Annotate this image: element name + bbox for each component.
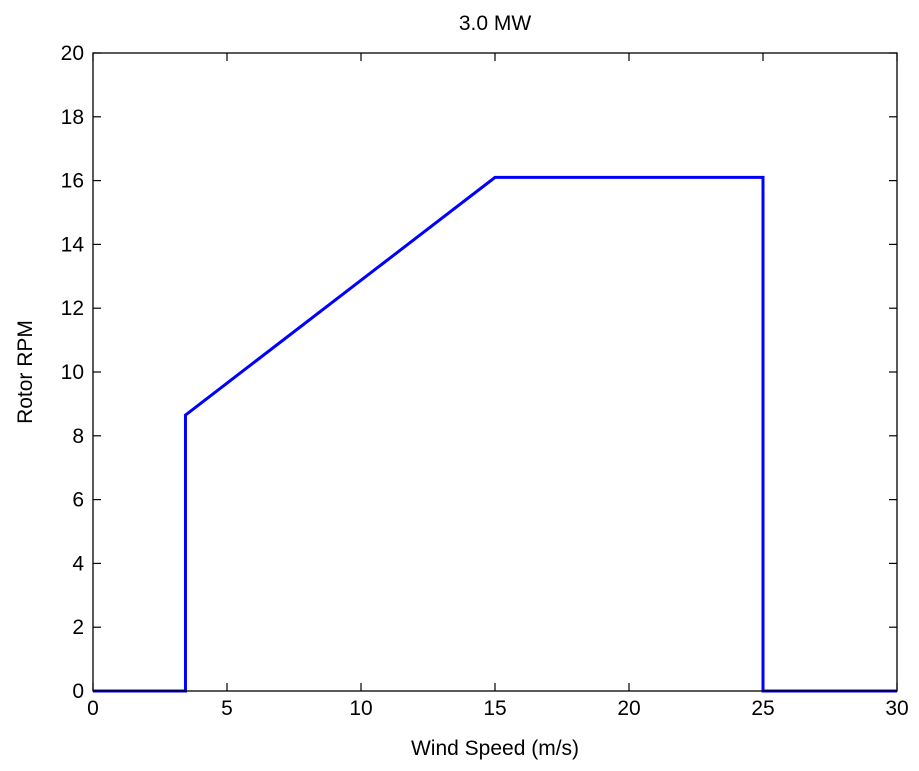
- y-tick-label: 8: [72, 425, 84, 448]
- x-axis-ticks: 0 5 10 15 20 25 30: [87, 53, 909, 720]
- y-axis-ticks: 0 2 4 6 8 10 12 14 16 18 20: [61, 42, 897, 703]
- y-tick-label: 18: [61, 106, 84, 129]
- plot-frame: [92, 52, 898, 692]
- y-tick-label: 14: [61, 233, 85, 256]
- plot-area: [93, 53, 897, 691]
- x-tick-label: 0: [87, 697, 99, 720]
- y-tick-label: 16: [61, 170, 84, 193]
- y-tick-label: 10: [61, 361, 84, 384]
- x-tick-label: 5: [221, 697, 233, 720]
- y-tick-label: 0: [72, 680, 84, 703]
- x-axis-label: Wind Speed (m/s): [411, 737, 579, 760]
- y-tick-label: 12: [61, 297, 84, 320]
- y-axis-label: Rotor RPM: [14, 320, 37, 424]
- y-tick-label: 20: [61, 42, 84, 65]
- x-tick-label: 30: [885, 697, 908, 720]
- x-tick-label: 10: [349, 697, 372, 720]
- chart-title: 3.0 MW: [459, 12, 532, 35]
- x-tick-label: 25: [751, 697, 774, 720]
- x-tick-label: 15: [483, 697, 506, 720]
- y-tick-label: 4: [72, 552, 84, 575]
- y-tick-label: 2: [72, 616, 84, 639]
- y-tick-label: 6: [72, 489, 84, 512]
- x-tick-label: 20: [617, 697, 640, 720]
